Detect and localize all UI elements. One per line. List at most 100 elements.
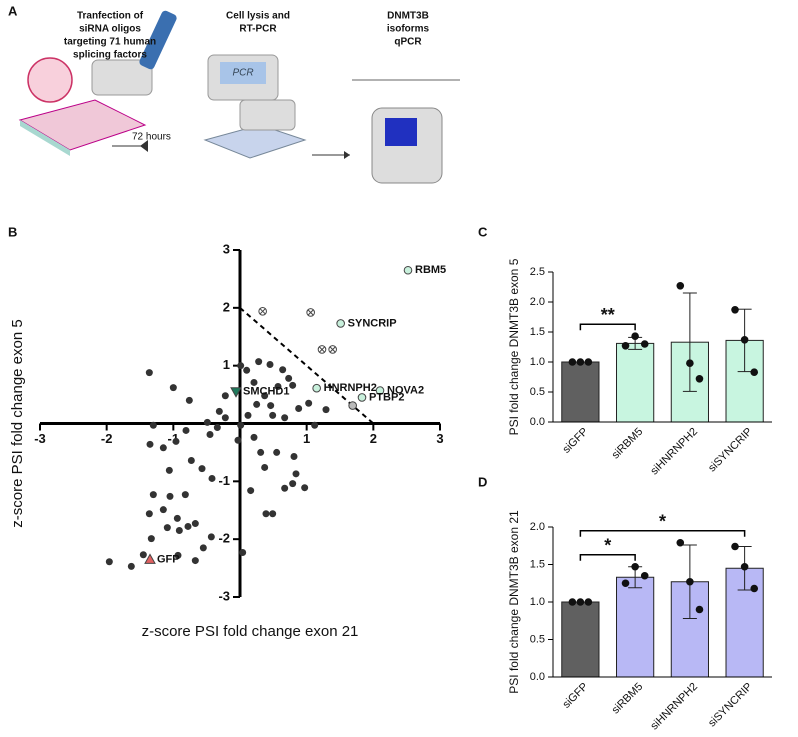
- point: [159, 444, 167, 452]
- x-tick-label: siGFP: [560, 681, 590, 711]
- y-tick-label: 1.5: [530, 326, 545, 338]
- y-tick-label: 0.5: [530, 386, 545, 398]
- significance-label: *: [604, 536, 611, 556]
- point: [290, 452, 298, 460]
- y-tick-label: -1: [218, 473, 230, 488]
- point-label: GFP: [157, 553, 180, 565]
- y-tick-label: 2.0: [530, 521, 545, 533]
- point: [181, 491, 189, 499]
- y-axis-title: z-score PSI fold change exon 5: [9, 319, 26, 527]
- replicate-point: [568, 598, 577, 606]
- point: [139, 551, 147, 559]
- point: [237, 362, 245, 370]
- replicate-point: [740, 336, 749, 344]
- y-tick-label: 1.0: [530, 596, 545, 608]
- y-axis-title: PSI fold change DNMT3B exon 21: [507, 510, 521, 694]
- point: [184, 522, 192, 530]
- x-tick-label: 2: [370, 431, 377, 446]
- bar: [616, 342, 655, 423]
- point: [208, 474, 216, 482]
- point: [255, 358, 263, 366]
- point: [266, 361, 274, 369]
- replicate-point: [568, 358, 577, 366]
- point: [295, 404, 303, 412]
- point: [199, 544, 207, 552]
- point: [182, 426, 190, 434]
- significance-bracket: [579, 323, 636, 331]
- step-text: RT-PCR: [239, 24, 277, 35]
- point: [247, 487, 255, 495]
- machine-label: PCR: [232, 68, 253, 79]
- panel-label: A: [8, 3, 18, 18]
- point: [243, 366, 251, 374]
- panel-label: B: [8, 224, 17, 239]
- point-label: RBM5: [415, 264, 446, 276]
- point-highlight: [357, 393, 367, 402]
- point: [174, 551, 182, 559]
- point: [203, 418, 211, 426]
- point: [163, 524, 171, 532]
- replicate-point: [576, 358, 585, 366]
- significance-label: **: [601, 305, 615, 325]
- point: [273, 448, 281, 456]
- point-label: SYNCRIP: [348, 317, 397, 329]
- point-label: NOVA2: [387, 384, 424, 396]
- replicate-point: [584, 358, 593, 366]
- point: [281, 414, 289, 422]
- plate: [18, 99, 147, 151]
- replicate-point: [640, 571, 649, 580]
- point: [239, 548, 247, 556]
- point: [269, 510, 277, 518]
- well-zoom: [27, 57, 73, 103]
- y-axis-title: PSI fold change DNMT3B exon 5: [507, 258, 521, 435]
- y-tick-label: 3: [223, 241, 230, 256]
- point-label: HNRNPH2: [324, 382, 377, 394]
- point: [215, 407, 223, 415]
- point-highlight: [403, 265, 413, 275]
- panel-label: D: [478, 474, 487, 489]
- x-tick-label: siHNRNPH2: [648, 681, 700, 733]
- y-tick-label: 1: [223, 357, 230, 372]
- x-tick-label: siGFP: [560, 426, 590, 456]
- x-tick-label: -3: [34, 431, 46, 446]
- point: [166, 492, 174, 500]
- point: [206, 430, 214, 438]
- x-tick-label: siRBM5: [610, 681, 646, 717]
- y-tick-label: 2: [223, 299, 230, 314]
- arrow-2-head: [344, 151, 350, 159]
- replicate-point: [731, 542, 739, 551]
- step-text: siRNA oligos: [79, 24, 141, 35]
- point: [145, 510, 153, 518]
- point: [185, 396, 193, 404]
- point: [165, 466, 173, 474]
- step-text: DNMT3B: [387, 11, 429, 22]
- replicate-point: [676, 538, 685, 547]
- point: [191, 557, 199, 565]
- plate-2: [203, 124, 307, 159]
- point-highlight: [336, 319, 345, 328]
- point: [175, 526, 183, 534]
- point: [221, 414, 229, 422]
- replicate-point: [740, 562, 749, 571]
- cross: [329, 346, 336, 353]
- x-tick-label: siSYNCRIP: [706, 681, 755, 730]
- replicate-point: [686, 577, 694, 586]
- point-triangle: [230, 387, 242, 398]
- y-tick-label: 2.5: [530, 266, 545, 278]
- point: [301, 484, 309, 492]
- significance-bracket: [579, 554, 636, 561]
- y-tick-label: 0.0: [530, 671, 545, 683]
- x-tick-label: siRBM5: [610, 426, 646, 462]
- x-tick-label: 3: [436, 431, 443, 446]
- point: [322, 406, 330, 414]
- replicate-point: [750, 584, 759, 593]
- y-tick-label: 2.0: [530, 296, 545, 308]
- point: [207, 533, 215, 541]
- pipette-handle: [139, 10, 177, 70]
- replicate-point: [750, 368, 759, 377]
- point: [311, 421, 319, 429]
- step-text: Cell lysis and: [226, 11, 290, 22]
- y-tick-label: 1.0: [530, 356, 545, 368]
- point: [257, 448, 265, 456]
